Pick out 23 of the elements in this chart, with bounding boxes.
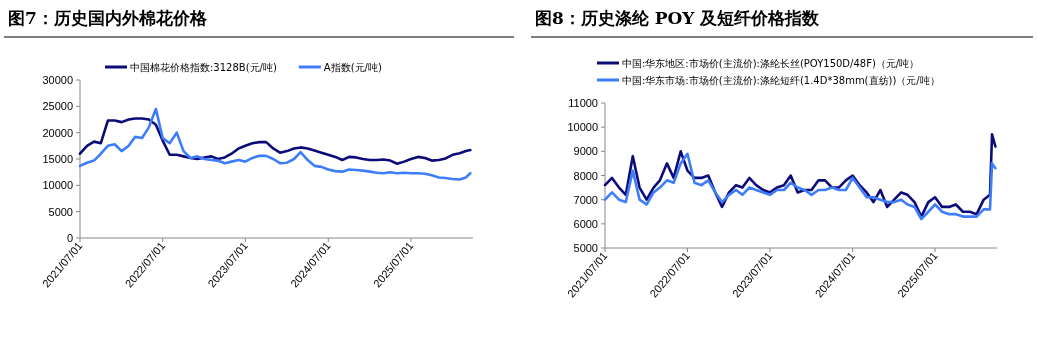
chart-title: 图8：历史涤纶 POY 及短纤价格指数 [535,8,821,28]
y-tick-label: 15000 [42,153,73,165]
y-tick-label: 20000 [42,126,73,139]
legend-label: 中国棉花价格指数:3128B(元/吨) [130,62,277,73]
y-tick-label: 10000 [567,121,598,134]
line-series [603,152,997,221]
y-tick-label: 0 [66,232,73,244]
legend-label: 中国:华东地区:市场价(主流价):涤纶长丝(POY150D/48F)（元/吨） [622,58,920,69]
y-tick-label: 11000 [568,97,598,109]
y-tick-label: 5000 [48,205,73,218]
line-series [78,117,472,166]
legend-label: 中国:华东市场:市场价(主流价):涤纶短纤(1.4D*38mm(直纺))（元/吨） [622,75,940,86]
y-tick-label: 9000 [573,145,598,158]
y-tick-label: 8000 [573,169,598,182]
y-tick-label: 25000 [42,100,73,113]
chart-title: 图7：历史国内外棉花价格 [8,8,208,28]
y-tick-label: 7000 [573,193,598,206]
y-tick-label: 10000 [42,179,73,192]
y-tick-label: 30000 [42,74,73,86]
y-tick-label: 5000 [573,242,598,254]
legend-label: A指数(元/吨) [323,62,382,73]
y-tick-label: 6000 [573,217,598,230]
line-series [78,107,472,181]
